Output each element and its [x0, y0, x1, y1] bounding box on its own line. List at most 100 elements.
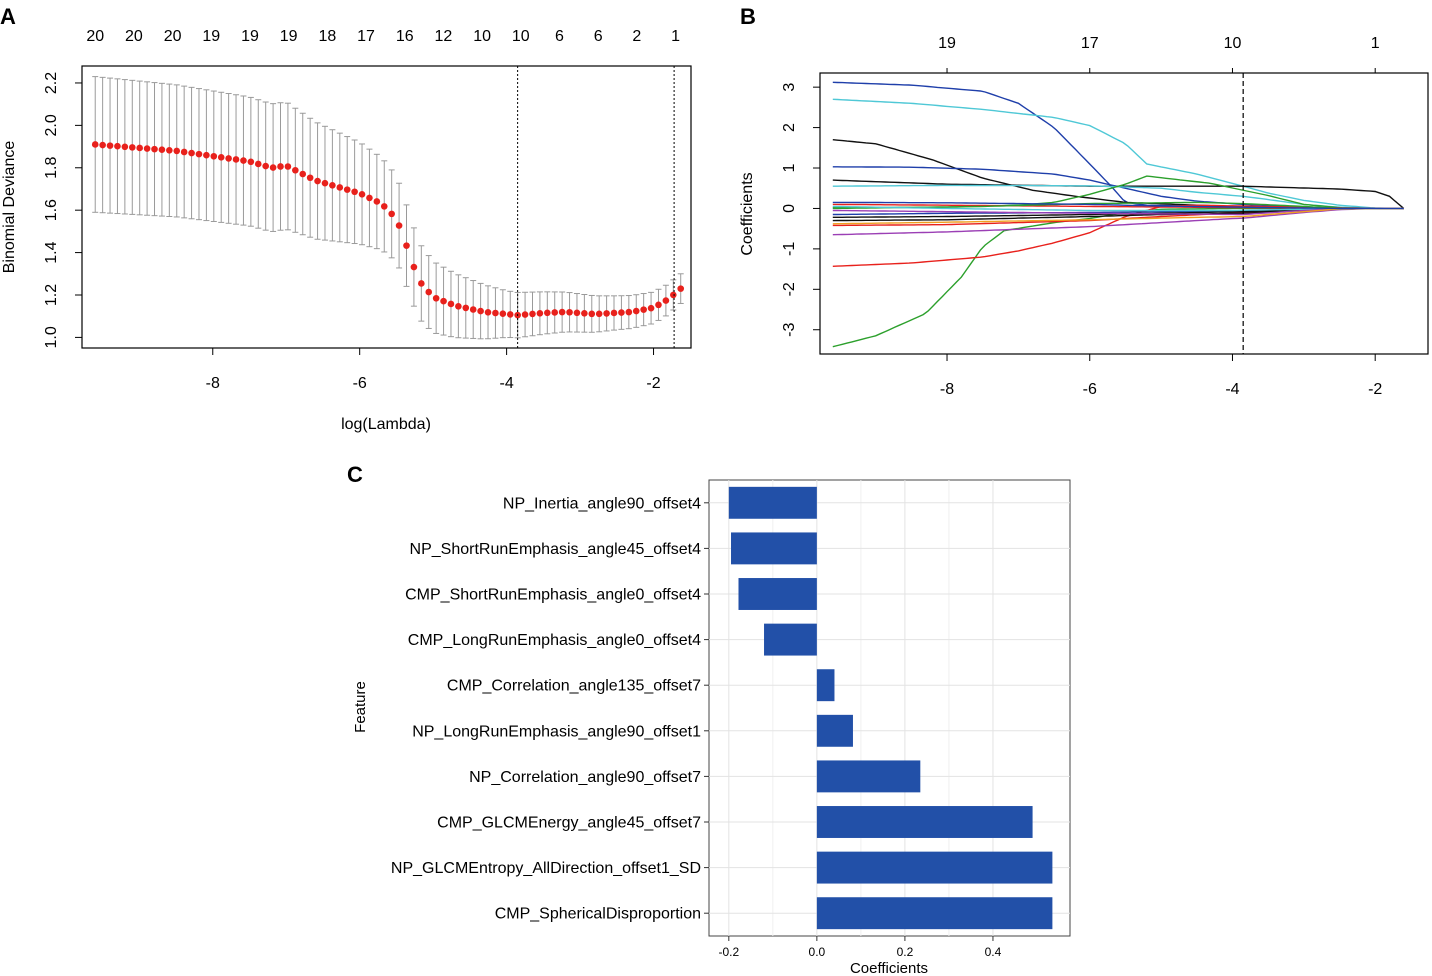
top-axis-label: 10: [512, 28, 530, 45]
deviance-point: [484, 308, 492, 316]
deviance-point: [625, 308, 633, 316]
y-tick-label: 1.2: [43, 284, 60, 306]
panel-a-points: [91, 141, 685, 319]
panel-c-bars: [728, 486, 1053, 930]
top-axis-label: 6: [594, 28, 603, 45]
feature-label: NP_Inertia_angle90_offset4: [503, 495, 701, 512]
deviance-point: [418, 280, 425, 287]
deviance-point: [173, 147, 181, 155]
deviance-point: [358, 191, 366, 198]
deviance-point: [469, 306, 477, 313]
deviance-point: [314, 177, 321, 185]
top-axis-label: 19: [938, 35, 956, 52]
coefficient-path-line: [832, 207, 1404, 225]
deviance-point: [655, 301, 662, 309]
feature-label: CMP_LongRunEmphasis_angle0_offset4: [408, 632, 701, 649]
panel-b-coefficient-lines: [832, 81, 1405, 348]
panel-a-y-axis-title: Binomial Deviance: [1, 141, 18, 274]
panel-a-cv-deviance-plot: -8 -6 -4 -2 1.0 1.2 1.4 1.6 1.8 2.0 2.2 20 20 20 19 1…: [1, 28, 692, 433]
feature-label: NP_Correlation_angle90_offset7: [469, 769, 701, 786]
coefficient-bar: [816, 806, 1033, 838]
top-axis-label: 10: [473, 28, 491, 45]
deviance-point: [114, 142, 121, 150]
deviance-point: [506, 311, 514, 318]
deviance-point: [640, 306, 647, 313]
top-axis-label: 20: [125, 28, 143, 45]
x-tick-label: -0.2: [718, 945, 739, 959]
deviance-point: [195, 150, 203, 158]
deviance-point: [188, 149, 195, 157]
top-axis-label: 19: [241, 28, 259, 45]
top-axis-label: 19: [280, 28, 298, 45]
panel-b-y-axis: 3 2 1 0 -1 -2 -3: [781, 83, 820, 337]
x-tick-label: -8: [940, 381, 954, 398]
deviance-point: [670, 291, 677, 299]
deviance-point: [662, 297, 670, 304]
deviance-point: [240, 157, 247, 164]
y-tick-label: 1.4: [43, 241, 60, 263]
deviance-point: [143, 145, 151, 152]
feature-label: CMP_ShortRunEmphasis_angle0_offset4: [405, 587, 701, 604]
deviance-point: [462, 304, 470, 312]
deviance-point: [373, 198, 381, 205]
panel-a-top-axis: 20 20 20 19 19 19 18 17 16 12 10 10 6 6 2 1: [86, 28, 680, 45]
x-tick-label: 0.2: [897, 945, 914, 959]
feature-label: NP_GLCMEntropy_AllDirection_offset1_SD: [391, 860, 701, 877]
deviance-point: [558, 308, 566, 316]
deviance-point: [477, 307, 484, 315]
x-tick-label: -6: [353, 375, 367, 392]
deviance-point: [91, 141, 99, 148]
deviance-point: [410, 263, 418, 271]
coefficient-bar: [764, 623, 817, 656]
x-tick-label: 0.4: [985, 945, 1002, 959]
panel-c-feature-labels: NP_Inertia_angle90_offset4 NP_ShortRunEmp…: [391, 495, 709, 923]
y-tick-label: 0: [781, 204, 798, 213]
feature-label: CMP_Correlation_angle135_offset7: [447, 678, 701, 695]
coefficient-path-line: [832, 81, 1404, 210]
y-tick-label: 2.2: [43, 72, 60, 94]
deviance-point: [128, 144, 136, 151]
deviance-point: [432, 294, 440, 302]
deviance-point: [447, 300, 455, 308]
panel-a-error-bars: [92, 76, 684, 340]
panel-b-top-axis: 19 17 10 1: [938, 35, 1380, 74]
deviance-point: [284, 163, 292, 170]
x-tick-label: -4: [499, 375, 513, 392]
deviance-point: [388, 210, 395, 218]
deviance-point: [210, 152, 218, 160]
deviance-point: [321, 179, 329, 187]
top-axis-label: 17: [1081, 35, 1099, 52]
deviance-point: [254, 160, 262, 168]
deviance-point: [343, 186, 351, 193]
deviance-point: [166, 146, 173, 154]
coefficient-path-line: [832, 207, 1404, 236]
top-axis-label: 1: [1371, 35, 1380, 52]
top-axis-label: 12: [435, 28, 453, 45]
top-axis-label: 16: [396, 28, 414, 45]
coefficient-path-line: [832, 201, 1404, 210]
coefficient-bar: [816, 669, 835, 702]
y-tick-label: 2: [781, 123, 798, 132]
x-tick-label: 0.0: [809, 945, 826, 959]
deviance-point: [336, 184, 344, 191]
panel-a-x-axis-title: log(Lambda): [341, 416, 431, 433]
deviance-point: [551, 309, 559, 316]
y-tick-label: 1.0: [43, 326, 60, 348]
deviance-point: [292, 166, 299, 174]
panel-c-feature-coefficient-bar-chart: NP_Inertia_angle90_offset4 NP_ShortRunEmp…: [352, 479, 1071, 976]
panel-a-y-axis: 1.0 1.2 1.4 1.6 1.8 2.0 2.2: [43, 72, 82, 349]
deviance-point: [180, 148, 188, 156]
coefficient-path-line: [832, 98, 1404, 210]
panel-c-x-axis-title: Coefficients: [850, 960, 928, 976]
top-axis-label: 18: [318, 28, 336, 45]
panel-label-b: B: [740, 4, 756, 29]
deviance-point: [455, 302, 462, 310]
deviance-point: [158, 146, 166, 154]
panel-label-c: C: [347, 462, 363, 487]
deviance-point: [536, 309, 544, 317]
top-axis-label: 19: [202, 28, 220, 45]
top-axis-label: 6: [555, 28, 564, 45]
panel-a-reference-lines: [517, 66, 675, 348]
deviance-point: [521, 311, 529, 318]
deviance-point: [529, 310, 536, 318]
